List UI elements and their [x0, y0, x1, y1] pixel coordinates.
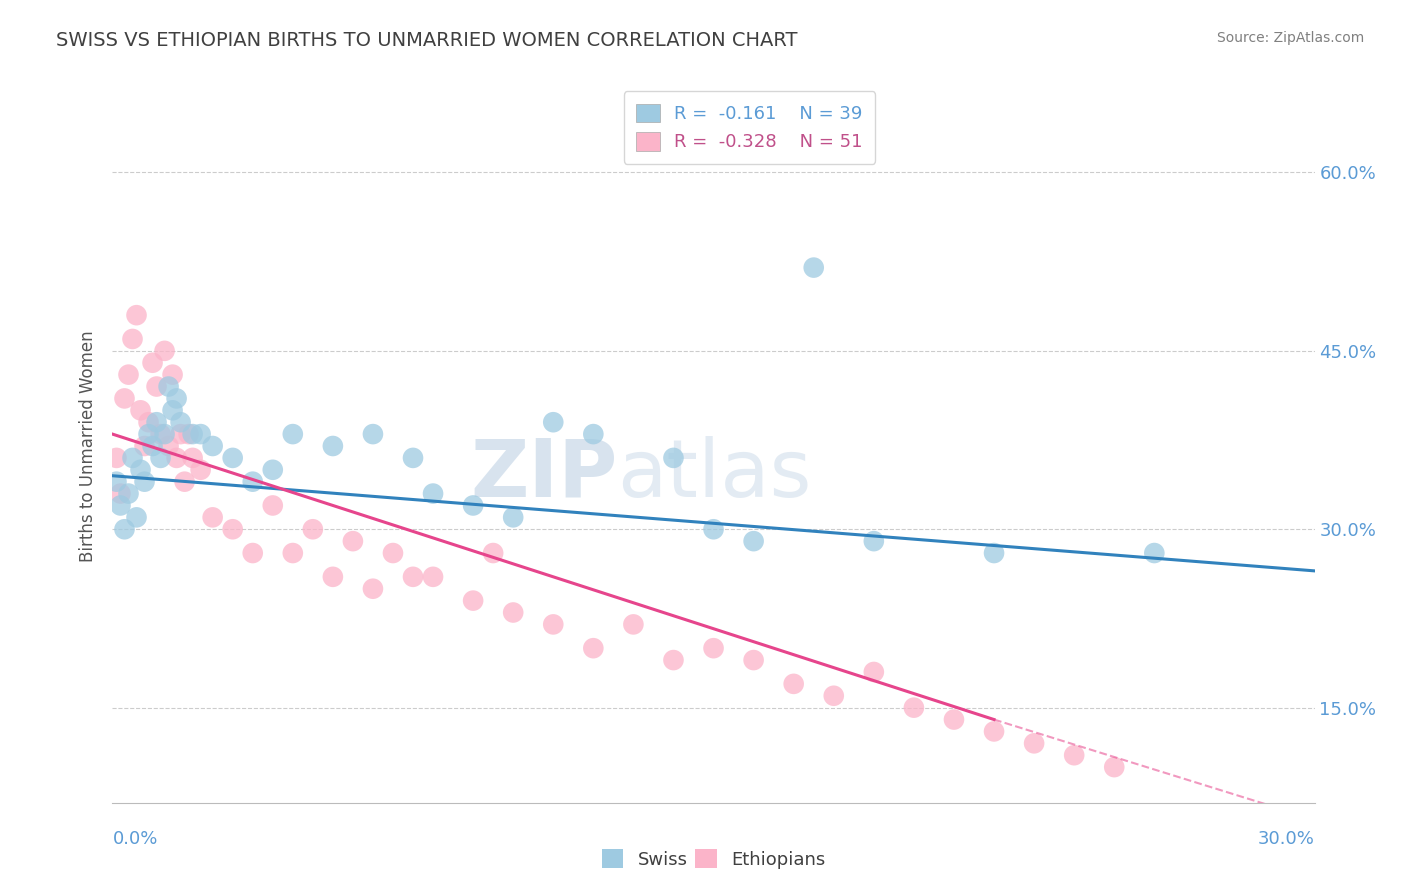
Point	[903, 700, 925, 714]
Point	[121, 332, 143, 346]
Point	[169, 427, 191, 442]
Point	[222, 450, 245, 465]
Point	[361, 582, 384, 596]
Point	[803, 260, 825, 275]
Text: Source: ZipAtlas.com: Source: ZipAtlas.com	[1216, 31, 1364, 45]
Point	[482, 546, 505, 560]
Point	[662, 450, 685, 465]
Point	[502, 606, 524, 620]
Point	[461, 593, 484, 607]
Point	[125, 308, 148, 322]
Point	[138, 415, 160, 429]
Point	[149, 427, 172, 442]
Point	[190, 463, 212, 477]
Point	[422, 486, 444, 500]
Point	[173, 475, 195, 489]
Point	[242, 475, 264, 489]
Point	[422, 570, 444, 584]
Text: 0.0%: 0.0%	[112, 830, 157, 848]
Point	[582, 641, 605, 656]
Point	[1143, 546, 1166, 560]
Point	[742, 653, 765, 667]
Point	[621, 617, 644, 632]
Point	[702, 641, 725, 656]
Point	[129, 403, 152, 417]
Point	[1063, 748, 1085, 763]
Point	[983, 724, 1005, 739]
Point	[149, 450, 172, 465]
Point	[823, 689, 845, 703]
Point	[863, 665, 886, 679]
Y-axis label: Births to Unmarried Women: Births to Unmarried Women	[79, 330, 97, 562]
Point	[134, 439, 156, 453]
Point	[166, 450, 188, 465]
Point	[157, 439, 180, 453]
Point	[582, 427, 605, 442]
Point	[145, 415, 167, 429]
Point	[281, 427, 304, 442]
Point	[201, 510, 224, 524]
Point	[662, 653, 685, 667]
Point	[121, 450, 143, 465]
Point	[125, 510, 148, 524]
Point	[242, 546, 264, 560]
Point	[502, 510, 524, 524]
Point	[145, 379, 167, 393]
Point	[141, 356, 163, 370]
Point	[153, 343, 176, 358]
Point	[702, 522, 725, 536]
Point	[382, 546, 405, 560]
Point	[141, 439, 163, 453]
Point	[117, 368, 139, 382]
Point	[543, 617, 565, 632]
Legend: R =  -0.161    N = 39, R =  -0.328    N = 51: R = -0.161 N = 39, R = -0.328 N = 51	[624, 91, 876, 164]
Point	[201, 439, 224, 453]
Point	[105, 450, 128, 465]
Point	[983, 546, 1005, 560]
Point	[114, 522, 136, 536]
Point	[162, 368, 184, 382]
Point	[262, 463, 284, 477]
Point	[942, 713, 965, 727]
Point	[153, 427, 176, 442]
Point	[1024, 736, 1046, 750]
Point	[117, 486, 139, 500]
Text: 30.0%: 30.0%	[1258, 830, 1315, 848]
Point	[162, 403, 184, 417]
Point	[782, 677, 804, 691]
Point	[129, 463, 152, 477]
Text: ZIP: ZIP	[470, 435, 617, 514]
Point	[222, 522, 245, 536]
Point	[114, 392, 136, 406]
Point	[134, 475, 156, 489]
Text: SWISS VS ETHIOPIAN BIRTHS TO UNMARRIED WOMEN CORRELATION CHART: SWISS VS ETHIOPIAN BIRTHS TO UNMARRIED W…	[56, 31, 797, 50]
Point	[322, 439, 344, 453]
Point	[157, 379, 180, 393]
Point	[342, 534, 364, 549]
Point	[361, 427, 384, 442]
Point	[262, 499, 284, 513]
Point	[190, 427, 212, 442]
Point	[169, 415, 191, 429]
Point	[110, 499, 132, 513]
Point	[863, 534, 886, 549]
Point	[1102, 760, 1125, 774]
Point	[322, 570, 344, 584]
Point	[402, 570, 425, 584]
Point	[742, 534, 765, 549]
Point	[138, 427, 160, 442]
Point	[166, 392, 188, 406]
Point	[105, 475, 128, 489]
Point	[543, 415, 565, 429]
Text: atlas: atlas	[617, 435, 811, 514]
Point	[461, 499, 484, 513]
Point	[110, 486, 132, 500]
Point	[302, 522, 325, 536]
Point	[181, 427, 204, 442]
Point	[177, 427, 200, 442]
Point	[402, 450, 425, 465]
Point	[181, 450, 204, 465]
Point	[281, 546, 304, 560]
